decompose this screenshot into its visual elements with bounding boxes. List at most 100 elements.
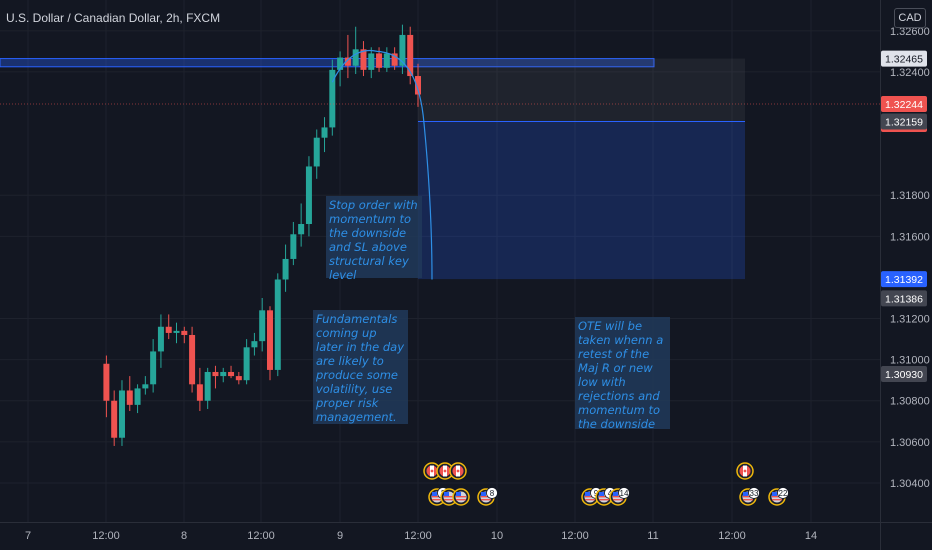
zone-structural-key-level <box>0 58 655 68</box>
candle <box>126 376 133 412</box>
event-us[interactable] <box>452 488 470 506</box>
candle <box>118 380 125 446</box>
candle-body <box>368 53 375 70</box>
us-flag-stripe <box>613 499 623 501</box>
candle-body <box>212 371 219 377</box>
event-us[interactable]: 14 <box>609 487 630 506</box>
overlays <box>0 49 880 280</box>
us-flag-stripe <box>444 499 454 501</box>
candle <box>290 221 297 266</box>
us-flag-canton <box>772 492 777 496</box>
candle <box>407 26 414 85</box>
event-count-badge <box>748 487 760 499</box>
price-tick-label: 1.30600 <box>890 437 930 449</box>
us-flag-stripe <box>481 496 491 498</box>
event-us[interactable]: 8 <box>477 487 498 506</box>
price-label-last: 1.32244 <box>881 95 927 112</box>
candle-body <box>204 371 211 401</box>
ca-flag-leaf <box>743 469 747 473</box>
us-flag-stripe <box>772 499 782 501</box>
candle-body <box>376 53 383 68</box>
zones <box>0 58 745 280</box>
candle <box>329 59 336 136</box>
us-flag-stripe <box>599 496 609 498</box>
price-label-box <box>881 271 927 288</box>
candle <box>399 24 406 74</box>
price-axis[interactable]: 1.32600 1.32400 1.31800 1.31600 1.31200 1.310… <box>880 0 930 550</box>
candle <box>282 244 289 292</box>
time-tick-label: 9 <box>337 530 343 542</box>
us-flag-stripe <box>743 496 753 498</box>
candle-body <box>391 53 398 66</box>
candle <box>259 297 266 352</box>
us-flag-canton <box>444 492 449 496</box>
time-tick-label: 10 <box>491 530 503 542</box>
candle <box>134 384 141 414</box>
us-flag-stripe <box>585 496 595 498</box>
candle-body <box>165 326 172 333</box>
event-us[interactable]: 33 <box>739 487 760 506</box>
event-us[interactable]: 22 <box>768 487 789 506</box>
us-flag-stripe <box>456 496 466 498</box>
event-ca[interactable] <box>423 462 441 480</box>
candle-body <box>196 384 203 401</box>
candle <box>235 371 242 385</box>
us-flag-stripe <box>613 496 623 498</box>
candle-body <box>337 57 344 70</box>
event-ca[interactable] <box>736 462 754 480</box>
event-us[interactable] <box>440 488 458 506</box>
annotation-ote[interactable]: OTE will be taken whenn a retest of the … <box>575 317 670 431</box>
annotation-stop-order[interactable]: Stop order with momentum to the downside… <box>326 196 422 282</box>
us-flag-stripe <box>585 499 595 501</box>
price-tick-label: 1.31200 <box>890 314 930 326</box>
candle-body <box>290 234 297 259</box>
price-label-box <box>881 290 927 307</box>
candle-body <box>305 166 312 225</box>
ca-flag-leaf <box>456 469 460 473</box>
us-flag-stripe <box>481 499 491 501</box>
candle <box>157 314 164 368</box>
zone-stop <box>418 58 745 122</box>
time-axis[interactable]: 7 12:00 8 12:00 9 12:00 10 12:00 11 12:00 14 <box>0 522 932 543</box>
candle-body <box>134 388 141 405</box>
us-flag-canton <box>743 492 748 496</box>
candle <box>220 367 227 383</box>
event-ca[interactable] <box>436 462 454 480</box>
price-tick-label: 1.32600 <box>890 26 930 38</box>
event-count-badge <box>618 487 630 499</box>
candle <box>189 326 196 393</box>
event-count-label: 14 <box>620 489 629 498</box>
annotation-fundamentals[interactable]: Fundamentals coming up later in the day … <box>313 310 408 424</box>
candle <box>251 332 258 356</box>
candle <box>266 306 273 381</box>
candle-body <box>321 127 328 138</box>
us-flag-canton <box>599 492 604 496</box>
candle-body <box>126 390 133 405</box>
candle <box>212 365 219 389</box>
candle-body <box>235 376 242 381</box>
candle-body <box>259 310 266 342</box>
price-tick-label: 1.31600 <box>890 231 930 243</box>
event-ca[interactable] <box>449 462 467 480</box>
candle <box>383 47 390 72</box>
zone-target <box>418 121 745 280</box>
candle-body <box>399 34 406 66</box>
events[interactable]: 2894143322 <box>423 462 789 506</box>
candle <box>415 63 421 107</box>
candle <box>344 34 351 79</box>
us-flag-stripe <box>432 499 442 501</box>
price-label-level: 1.31386 <box>881 290 927 307</box>
candle-body <box>274 279 281 370</box>
time-tick-label: 12:00 <box>561 530 589 542</box>
candle-body <box>352 49 359 66</box>
price-label-box <box>881 50 927 67</box>
price-tick-label: 1.30400 <box>890 478 930 490</box>
price-label-text: 1.32244 <box>885 99 923 111</box>
candle <box>321 117 328 153</box>
candle-body <box>329 69 336 128</box>
candle-body <box>344 57 351 66</box>
currency-badge[interactable]: CAD <box>894 8 926 28</box>
